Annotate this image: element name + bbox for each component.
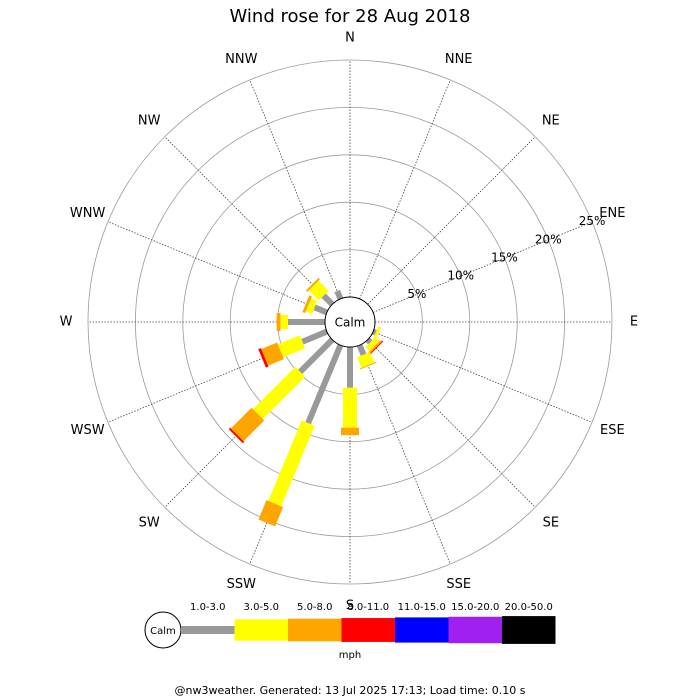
bar-segment <box>302 295 312 314</box>
direction-label: SSE <box>446 577 471 592</box>
r-tick-label: 20% <box>535 232 562 246</box>
chart-title: Wind rose for 28 Aug 2018 <box>230 6 471 27</box>
bar-segment <box>298 337 335 374</box>
legend-label: 1.0-3.0 <box>190 602 225 613</box>
bar-segment <box>305 343 344 425</box>
direction-label: WNW <box>70 206 106 221</box>
legend-swatch <box>502 616 556 644</box>
spoke <box>359 79 451 300</box>
direction-label: S <box>346 599 354 614</box>
calm-label: Calm <box>335 316 366 330</box>
bar-segment <box>228 427 245 444</box>
bar-segment <box>365 337 380 352</box>
legend-label: 20.0-50.0 <box>505 602 553 613</box>
legend-swatch <box>181 626 235 634</box>
direction-label: NNE <box>445 52 473 67</box>
bar-segment <box>301 328 329 345</box>
legend-unit: mph <box>339 650 361 661</box>
legend: Calm mph 1.0-3.0 3.0-5.0 5.0-8.0 8.0-11.0 11… <box>144 602 556 661</box>
direction-label: N <box>345 31 355 46</box>
bar-segment <box>356 343 367 356</box>
spoke <box>367 136 536 305</box>
legend-calm-label: Calm <box>150 626 176 637</box>
bar-segment <box>334 289 344 301</box>
direction-label: SW <box>139 515 160 530</box>
r-tick-label: 25% <box>579 214 606 228</box>
legend-swatch <box>448 616 502 644</box>
legend-label: 8.0-11.0 <box>347 602 389 613</box>
spoke <box>249 79 341 300</box>
spoke <box>359 344 451 565</box>
spoke <box>164 136 333 305</box>
bar-segment <box>261 342 284 366</box>
calm-circle <box>324 296 376 348</box>
direction-label: ENE <box>599 206 625 221</box>
bar-segment <box>277 335 306 358</box>
r-tick-label: 10% <box>447 269 474 283</box>
bar-segment <box>305 277 320 292</box>
r-tick-label: 15% <box>491 251 518 265</box>
legend-label: 15.0-20.0 <box>451 602 499 613</box>
bar-segment <box>268 420 315 507</box>
bar-segment <box>313 304 329 316</box>
bar-segment <box>365 337 373 345</box>
legend-swatch <box>288 618 342 642</box>
legend-swatch <box>395 617 449 643</box>
bars <box>228 277 384 527</box>
spoke <box>367 339 536 508</box>
bar-segment <box>368 340 384 356</box>
bar-segment <box>258 500 284 527</box>
legend-swatch <box>234 619 288 641</box>
grid-ring <box>87 59 613 585</box>
bar-segment <box>252 366 306 420</box>
direction-label: NE <box>542 114 560 129</box>
bar-segment <box>305 298 318 314</box>
direction-label: E <box>630 315 638 330</box>
bar-segment <box>357 352 375 368</box>
spoke <box>107 221 328 313</box>
direction-label: SSW <box>227 577 257 592</box>
bar-segment <box>321 293 335 307</box>
direction-label: NW <box>138 114 161 129</box>
direction-label: ESE <box>600 423 625 438</box>
r-tick-label: 5% <box>407 287 426 301</box>
footer: @nw3weather. Generated: 13 Jul 2025 17:1… <box>175 684 526 697</box>
legend-label: 3.0-5.0 <box>244 602 279 613</box>
legend-label: 5.0-8.0 <box>297 602 332 613</box>
bar-segment <box>308 280 329 301</box>
bar-segment <box>368 340 383 355</box>
direction-label: NNW <box>225 52 257 67</box>
bar-segment <box>373 326 382 341</box>
legend-label: 11.0-15.0 <box>398 602 446 613</box>
bar-segment <box>230 407 265 442</box>
direction-label: WSW <box>71 423 105 438</box>
legend-swatch <box>341 618 395 642</box>
spoke <box>372 221 593 313</box>
bar-segment <box>258 348 269 368</box>
direction-label: SE <box>543 515 559 530</box>
spoke <box>372 331 593 423</box>
direction-label: W <box>60 315 73 330</box>
grid-ring <box>229 201 471 443</box>
